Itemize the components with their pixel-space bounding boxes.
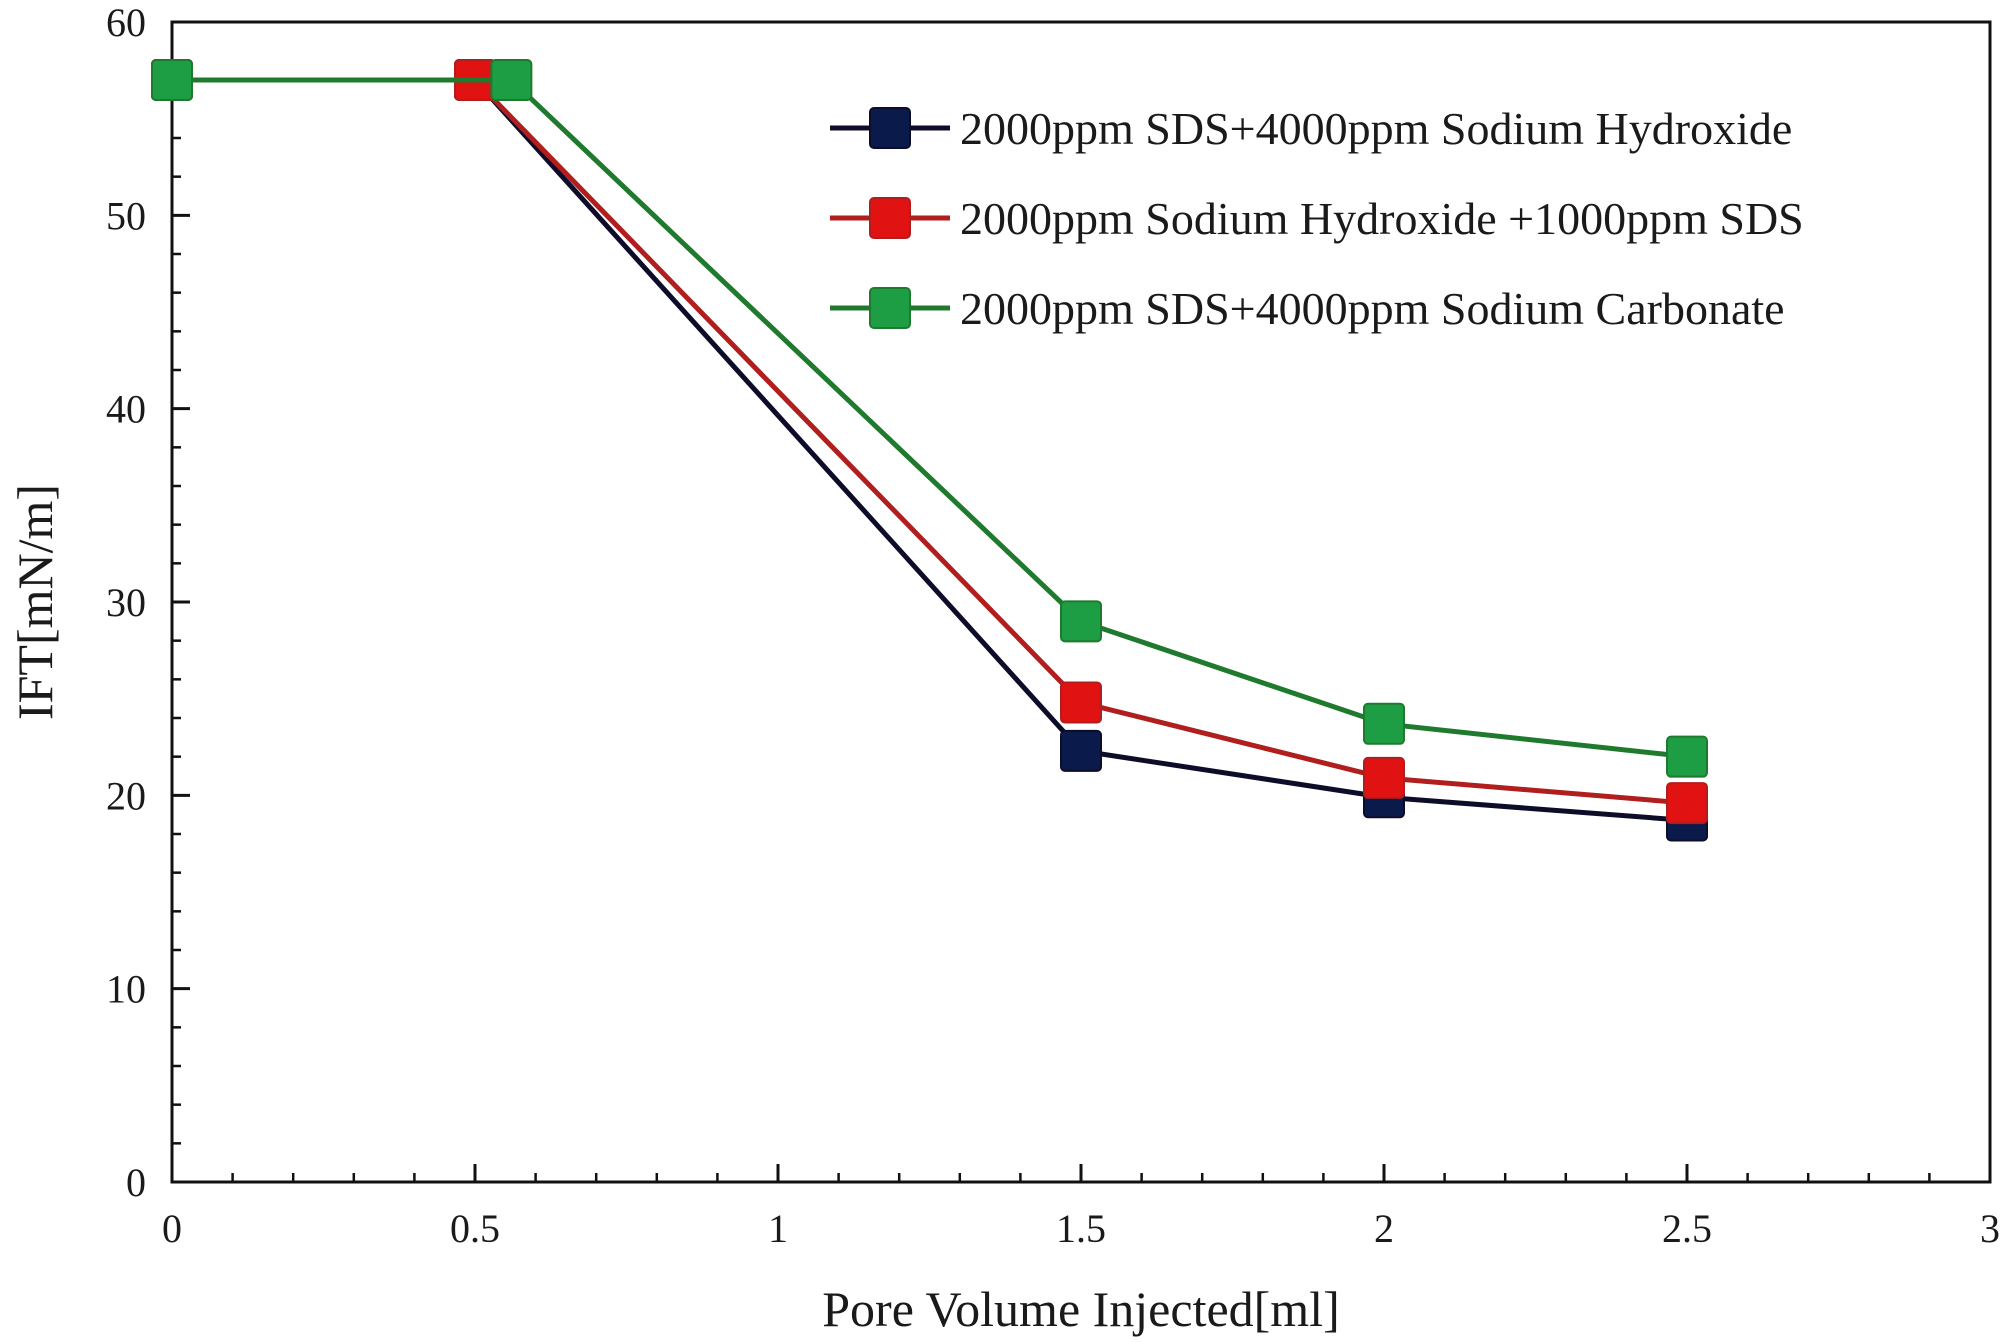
y-tick-label: 20 <box>106 773 146 818</box>
series-line <box>172 77 1688 760</box>
legend-item-2: 2000ppm Sodium Hydroxide +1000ppm SDS <box>830 193 1804 244</box>
data-point-marker <box>151 59 193 101</box>
data-point-marker <box>1060 681 1102 724</box>
x-tick-label: 0 <box>162 1206 182 1251</box>
x-tick-label: 0.5 <box>450 1206 500 1251</box>
data-point-marker <box>1666 735 1708 778</box>
y-tick-label: 40 <box>106 387 146 432</box>
series-1 <box>151 59 1708 842</box>
legend-marker <box>869 287 911 329</box>
data-point-marker <box>1060 729 1102 772</box>
x-tick-label: 2.5 <box>1662 1206 1712 1251</box>
y-axis-title: IFT[mN/m] <box>7 484 63 720</box>
legend: 2000ppm SDS+4000ppm Sodium Hydroxide 2000… <box>830 103 1804 334</box>
legend-label: 2000ppm SDS+4000ppm Sodium Hydroxide <box>960 103 1792 154</box>
y-tick-label: 0 <box>126 1160 146 1205</box>
data-point-marker <box>490 59 533 101</box>
x-tick-label: 1.5 <box>1056 1206 1106 1251</box>
x-tick-label: 2 <box>1374 1206 1394 1251</box>
legend-label: 2000ppm Sodium Hydroxide +1000ppm SDS <box>960 193 1804 244</box>
y-tick-label: 60 <box>106 0 146 45</box>
legend-item-1: 2000ppm SDS+4000ppm Sodium Hydroxide <box>830 103 1792 154</box>
data-point-marker <box>1666 782 1708 825</box>
series-layer <box>151 59 1708 842</box>
y-tick-label: 30 <box>106 580 146 625</box>
series-2 <box>151 59 1708 825</box>
x-tick-label: 1 <box>768 1206 788 1251</box>
legend-label: 2000ppm SDS+4000ppm Sodium Carbonate <box>960 283 1785 334</box>
data-point-marker <box>1363 702 1405 745</box>
series-3 <box>151 59 1708 778</box>
y-tick-label: 50 <box>106 193 146 238</box>
y-tick-label: 10 <box>106 967 146 1012</box>
legend-item-3: 2000ppm SDS+4000ppm Sodium Carbonate <box>830 283 1785 334</box>
legend-marker <box>869 197 911 239</box>
data-point-marker <box>1363 756 1405 799</box>
x-axis-title: Pore Volume Injected[ml] <box>822 1281 1339 1337</box>
series-line <box>172 77 1688 823</box>
legend-marker <box>869 107 911 149</box>
series-line <box>172 77 1688 806</box>
x-tick-label: 3 <box>1980 1206 2000 1251</box>
data-point-marker <box>1060 600 1102 643</box>
